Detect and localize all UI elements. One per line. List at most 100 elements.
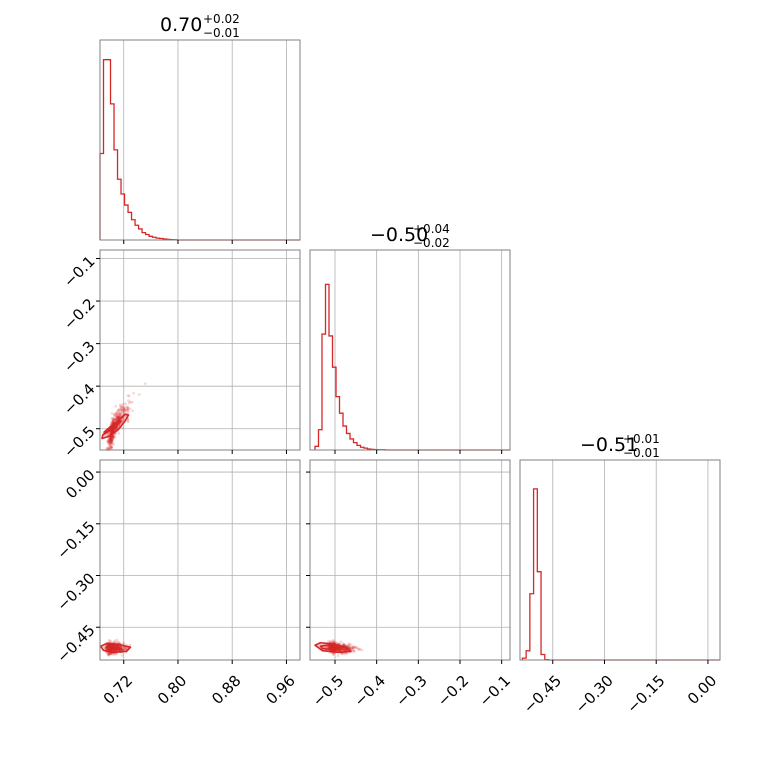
scatter-point <box>348 646 352 650</box>
scatter-point <box>337 648 341 652</box>
scatter-point <box>123 646 127 650</box>
scatter-point <box>108 436 112 440</box>
scatter-point <box>349 645 353 649</box>
scatter-point <box>116 641 119 644</box>
scatter-point <box>343 648 347 652</box>
scatter-point <box>115 415 119 419</box>
contour-1 <box>105 645 122 651</box>
scatter-point <box>109 439 113 443</box>
scatter-point <box>111 437 114 441</box>
scatter-point <box>109 442 113 446</box>
param-title-plus-0: +0.02 <box>203 12 240 26</box>
scatter-point <box>109 438 113 441</box>
y-tick-label: −0.15 <box>53 518 98 563</box>
scatter-point <box>108 442 112 446</box>
y-tick-label: −0.1 <box>60 252 98 290</box>
hist-panel-0: 0.70 +0.02−0.01 <box>99 12 301 244</box>
scatter-point <box>116 415 120 419</box>
scatter-point <box>344 648 348 652</box>
scatter-point <box>331 646 334 650</box>
scatter-point <box>336 641 340 645</box>
scatter-point <box>110 441 114 445</box>
scatter-point <box>128 400 132 404</box>
scatter-point <box>329 645 333 649</box>
scatter-point <box>110 437 114 441</box>
scatter-point <box>111 436 115 439</box>
x-tick-label: −0.1 <box>476 672 514 710</box>
scatter-point <box>109 440 113 444</box>
y-tick-label: −0.3 <box>60 337 98 375</box>
scatter-point <box>109 447 112 451</box>
scatter-point <box>327 645 331 649</box>
scatter-point <box>123 406 127 410</box>
scatter-point <box>130 400 134 404</box>
scatter-point <box>112 419 116 423</box>
x-tick-label: −0.5 <box>309 672 347 710</box>
scatter-point <box>111 435 115 438</box>
scatter-point <box>137 393 141 396</box>
panel-frame <box>99 459 301 661</box>
scatter-point <box>109 652 113 656</box>
x-tick-label: 0.00 <box>684 672 720 708</box>
scatter-point <box>107 438 111 441</box>
scatter-point <box>352 649 356 652</box>
scatter-point <box>115 416 119 420</box>
scatter-point <box>117 412 121 416</box>
scatter-point <box>143 382 147 385</box>
scatter-point <box>329 645 333 649</box>
scatter-point <box>112 435 116 439</box>
scatter-point <box>108 440 112 444</box>
scatter-point <box>121 402 125 406</box>
scatter-point <box>108 439 111 443</box>
scatter-point <box>346 644 350 648</box>
scatter-point <box>340 648 344 652</box>
x-tick-label: −0.30 <box>572 672 617 717</box>
scatter-point <box>126 420 130 424</box>
scatter-point <box>336 654 340 657</box>
scatter-point <box>110 420 114 424</box>
scatter-point <box>329 646 333 650</box>
scatter-point <box>122 407 125 411</box>
scatter-point <box>107 447 111 451</box>
scatter-point <box>343 648 347 652</box>
scatter-point <box>111 418 115 422</box>
scatter-point <box>110 446 114 450</box>
param-title-plus-1: +0.04 <box>413 222 450 236</box>
scatter-point <box>337 648 340 652</box>
scatter-point <box>357 647 361 651</box>
scatter-point <box>347 645 350 649</box>
panel-frame <box>519 459 721 661</box>
scatter-point <box>349 647 353 650</box>
scatter-point <box>125 405 129 409</box>
param-title-minus-1: −0.02 <box>413 236 450 250</box>
scatter-point <box>352 645 356 649</box>
scatter-point <box>120 406 124 410</box>
scatter-point <box>111 417 115 420</box>
scatter-point <box>123 407 127 411</box>
scatter-point <box>118 413 121 417</box>
scatter-point <box>123 648 127 652</box>
scatter-point <box>110 439 114 443</box>
scatter-point <box>107 441 110 445</box>
scatter-point <box>110 438 114 441</box>
scatter-point <box>114 652 118 656</box>
scatter-point <box>121 404 125 408</box>
scatter-point <box>110 421 113 425</box>
scatter-point <box>110 439 114 443</box>
scatter-point <box>339 646 343 650</box>
scatter-point <box>116 416 120 419</box>
scatter-point <box>329 645 333 649</box>
scatter-point <box>353 645 356 649</box>
scatter-point <box>109 438 112 442</box>
scatter-point <box>107 439 111 442</box>
scatter-point <box>348 644 352 648</box>
param-title-1: −0.50 <box>370 224 428 246</box>
scatter-point <box>118 403 122 407</box>
scatter-point <box>108 438 112 441</box>
scatter-point <box>116 415 119 418</box>
scatter-point <box>107 638 111 642</box>
scatter-point <box>110 436 113 439</box>
scatter-point <box>109 435 113 439</box>
scatter-point <box>110 417 114 420</box>
scatter-point <box>122 408 126 412</box>
